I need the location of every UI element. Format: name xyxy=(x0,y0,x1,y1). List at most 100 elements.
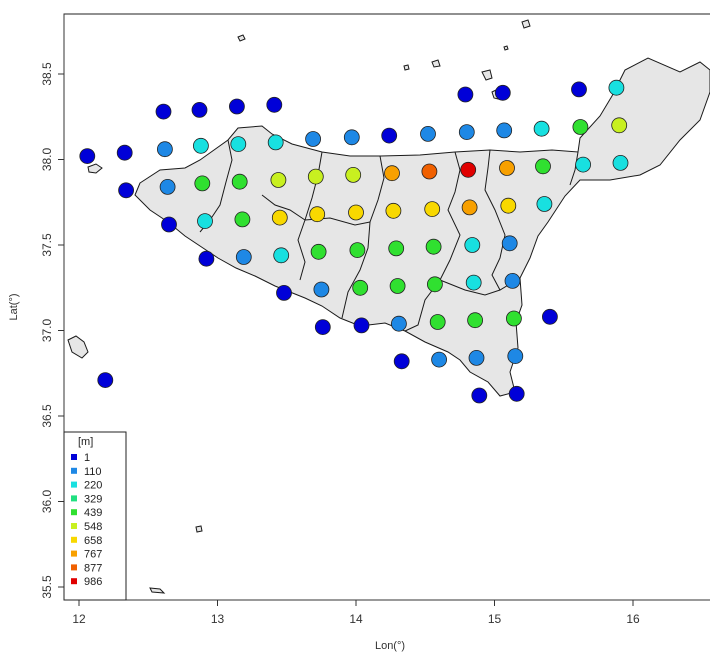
station-point xyxy=(159,178,176,195)
station-point xyxy=(194,175,211,192)
station-point xyxy=(384,165,400,182)
x-tick-label: 16 xyxy=(626,612,640,626)
station-point xyxy=(353,317,370,334)
station-point xyxy=(97,372,114,389)
station-point xyxy=(276,284,292,301)
island-ustica xyxy=(237,34,246,42)
station-point xyxy=(266,96,283,113)
station-point xyxy=(431,351,448,368)
legend-title: [m] xyxy=(78,436,93,448)
x-axis-title: Lon(°) xyxy=(375,640,405,652)
station-point xyxy=(611,117,628,134)
legend-swatch xyxy=(71,578,77,585)
station-point xyxy=(457,86,474,103)
station-point xyxy=(421,163,438,180)
station-point xyxy=(612,154,629,171)
station-point xyxy=(307,168,324,185)
y-tick-label: 38.5 xyxy=(40,62,54,86)
station-point xyxy=(464,237,481,253)
station-point xyxy=(461,199,478,216)
legend-swatch xyxy=(71,481,77,488)
station-point xyxy=(271,209,288,226)
station-point xyxy=(533,120,550,137)
legend-label: 986 xyxy=(84,576,102,588)
station-point xyxy=(348,204,364,221)
island-pantelleria xyxy=(67,335,89,359)
station-point xyxy=(420,125,436,142)
legend-swatch xyxy=(71,495,77,502)
station-point xyxy=(161,216,177,233)
station-point xyxy=(572,119,589,135)
island-linosa xyxy=(195,525,203,533)
station-point xyxy=(235,249,252,265)
station-point xyxy=(197,213,213,230)
station-point xyxy=(542,308,558,325)
y-tick-label: 38.0 xyxy=(40,147,54,171)
station-point xyxy=(349,242,366,259)
station-point xyxy=(390,315,407,332)
station-points xyxy=(79,79,629,404)
station-point xyxy=(116,144,133,161)
island-aeolian-4 xyxy=(431,59,441,68)
legend-label: 658 xyxy=(84,535,102,547)
station-point xyxy=(393,353,410,370)
station-point xyxy=(471,387,488,404)
island-lampedusa xyxy=(149,587,166,594)
station-point xyxy=(156,141,173,158)
station-point xyxy=(508,385,525,402)
station-point xyxy=(536,196,553,212)
island-aeolian-6 xyxy=(503,45,509,51)
legend-label: 329 xyxy=(84,493,102,505)
legend-swatch xyxy=(71,467,77,474)
legend-label: 548 xyxy=(84,521,102,533)
y-tick-label: 36.5 xyxy=(40,404,54,428)
station-point xyxy=(496,122,513,139)
station-point xyxy=(424,201,441,218)
x-tick-label: 12 xyxy=(72,612,86,626)
station-point xyxy=(426,276,443,293)
island-aeolian-5 xyxy=(403,64,410,71)
y-tick-label: 36.0 xyxy=(40,489,54,513)
y-tick-label: 35.5 xyxy=(40,575,54,599)
station-point xyxy=(535,158,551,175)
legend-label: 877 xyxy=(84,562,102,574)
station-point xyxy=(234,211,251,228)
station-point xyxy=(571,81,587,98)
legend-swatch xyxy=(71,564,77,571)
station-point xyxy=(192,137,209,154)
legend-label: 110 xyxy=(84,466,102,478)
legend-label: 220 xyxy=(84,480,102,492)
station-point xyxy=(230,136,247,153)
station-point xyxy=(118,182,134,199)
station-point xyxy=(504,272,521,289)
station-point xyxy=(198,250,215,267)
station-point xyxy=(465,274,482,291)
legend-swatch xyxy=(71,550,77,557)
station-point xyxy=(191,102,208,118)
station-point xyxy=(228,98,245,115)
x-tick-label: 14 xyxy=(349,612,363,626)
station-point xyxy=(155,103,172,120)
station-point xyxy=(458,124,475,141)
station-point xyxy=(460,161,477,178)
station-point xyxy=(309,206,326,223)
station-point xyxy=(608,79,625,96)
station-point xyxy=(467,312,484,329)
island-aeolian-2 xyxy=(521,19,531,29)
y-axis-title: Lat(°) xyxy=(8,293,20,320)
legend-label: 767 xyxy=(84,549,102,561)
station-point xyxy=(267,134,284,151)
legend-swatch xyxy=(71,536,77,543)
station-point xyxy=(425,238,442,255)
station-point xyxy=(345,166,362,183)
station-point xyxy=(310,243,327,260)
station-point xyxy=(231,173,248,190)
legend-label: 1 xyxy=(84,452,90,464)
legend-swatch xyxy=(71,509,77,516)
station-point xyxy=(313,281,330,298)
y-axis: 35.5 36.0 36.5 37.0 37.5 38.0 38.5 xyxy=(40,14,65,600)
station-point xyxy=(429,314,446,330)
